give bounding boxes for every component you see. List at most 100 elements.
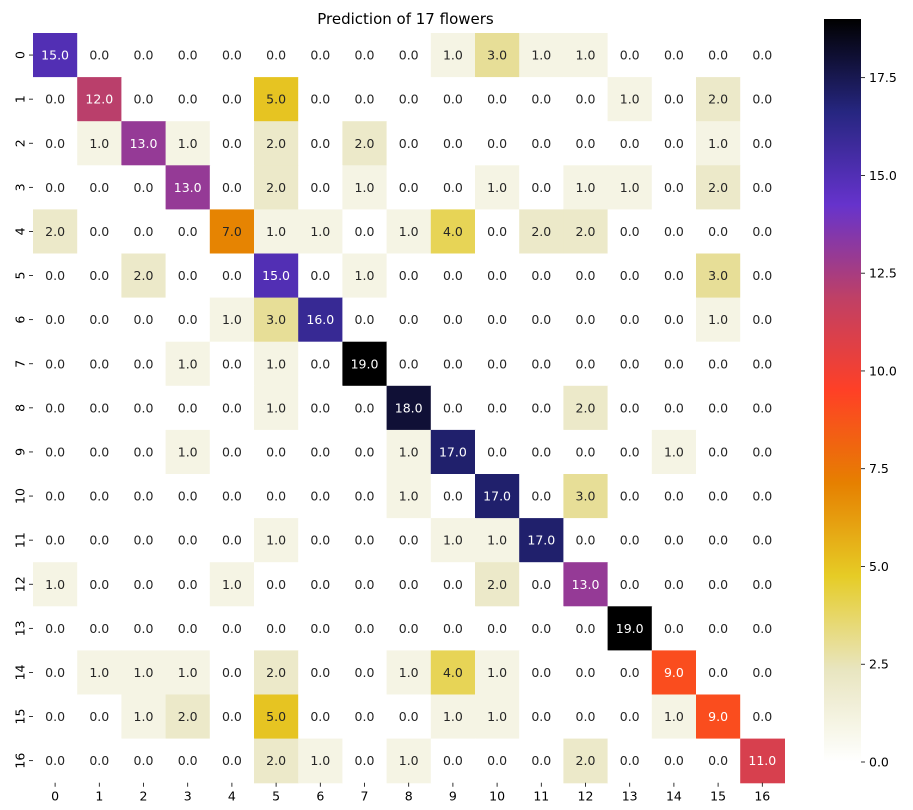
heatmap-cell <box>607 606 653 651</box>
y-tick-label: 7 <box>13 360 28 368</box>
cell-value-label: 0.0 <box>45 753 65 768</box>
heatmap-cell <box>607 165 653 210</box>
cell-value-label: 1.0 <box>178 356 198 371</box>
cell-value-label: 1.0 <box>576 48 596 63</box>
heatmap-cell <box>475 297 520 343</box>
cell-value-label: 0.0 <box>89 268 109 283</box>
cell-value-label: 0.0 <box>531 180 551 195</box>
cell-value-label: 0.0 <box>752 665 772 680</box>
heatmap-cell <box>165 562 211 607</box>
heatmap-cell <box>298 121 343 166</box>
cell-value-label: 9.0 <box>664 665 684 680</box>
cell-value-label: 1.0 <box>178 136 198 151</box>
cell-value-label: 1.0 <box>310 224 330 239</box>
x-tick-label: 7 <box>361 789 369 804</box>
cell-value-label: 0.0 <box>531 312 551 327</box>
colorbar-tick-label: 17.5 <box>869 70 897 85</box>
cell-value-label: 0.0 <box>266 444 286 459</box>
cell-value-label: 0.0 <box>178 48 198 63</box>
heatmap-cell <box>519 606 564 651</box>
cell-value-label: 0.0 <box>178 533 198 548</box>
cell-value-label: 0.0 <box>443 753 463 768</box>
cell-value-label: 0.0 <box>752 444 772 459</box>
heatmap-cell <box>607 429 653 475</box>
cell-value-label: 0.0 <box>531 709 551 724</box>
heatmap-cell <box>342 518 388 563</box>
cell-value-label: 0.0 <box>531 753 551 768</box>
cell-value-label: 19.0 <box>616 621 644 636</box>
cell-value-label: 0.0 <box>620 268 640 283</box>
cell-value-label: 0.0 <box>355 489 375 504</box>
heatmap-cell <box>475 385 520 431</box>
heatmap-cell <box>475 253 520 299</box>
heatmap-cell <box>298 77 343 122</box>
cell-value-label: 15.0 <box>41 48 69 63</box>
cell-value-label: 0.0 <box>531 489 551 504</box>
cell-value-label: 2.0 <box>266 753 286 768</box>
heatmap-cell <box>430 385 476 431</box>
heatmap-cell <box>696 253 741 299</box>
cell-value-label: 0.0 <box>531 400 551 415</box>
heatmap-cell <box>298 650 343 696</box>
x-tick-label: 0 <box>51 789 59 804</box>
cell-value-label: 0.0 <box>487 444 507 459</box>
heatmap-cell <box>563 562 609 607</box>
cell-value-label: 1.0 <box>664 709 684 724</box>
heatmap-cell <box>77 33 122 78</box>
cell-value-label: 0.0 <box>708 621 728 636</box>
cell-value-label: 0.0 <box>45 312 65 327</box>
cell-value-label: 0.0 <box>89 224 109 239</box>
cell-value-label: 0.0 <box>222 48 242 63</box>
cell-value-label: 3.0 <box>576 489 596 504</box>
y-tick-label: 10 <box>13 488 28 504</box>
heatmap-cell <box>519 209 564 255</box>
heatmap-cell <box>607 518 653 563</box>
cell-value-label: 0.0 <box>664 48 684 63</box>
colorbar-tick-label: 5.0 <box>869 559 889 574</box>
cell-value-label: 0.0 <box>355 400 375 415</box>
cell-value-label: 0.0 <box>443 92 463 107</box>
heatmap-cell <box>563 429 609 475</box>
x-tick-label: 13 <box>622 789 638 804</box>
cell-value-label: 0.0 <box>708 533 728 548</box>
cell-value-label: 0.0 <box>443 136 463 151</box>
cell-value-label: 0.0 <box>752 709 772 724</box>
heatmap-cell <box>165 33 211 78</box>
heatmap-cell <box>165 121 211 166</box>
colorbar-tick-label: 15.0 <box>869 168 897 183</box>
heatmap-cell <box>651 33 697 78</box>
cell-value-label: 3.0 <box>266 312 286 327</box>
cell-value-label: 1.0 <box>266 356 286 371</box>
y-tick-label: 0 <box>13 51 28 59</box>
x-tick-label: 2 <box>140 789 148 804</box>
cell-value-label: 0.0 <box>134 753 154 768</box>
heatmap-cell <box>386 429 432 475</box>
cell-value-label: 17.0 <box>527 533 555 548</box>
cell-value-label: 0.0 <box>576 136 596 151</box>
cell-value-label: 0.0 <box>576 312 596 327</box>
heatmap-cell <box>209 518 255 563</box>
heatmap-cell <box>651 77 697 122</box>
heatmap-cell <box>651 385 697 431</box>
cell-value-label: 0.0 <box>134 489 154 504</box>
cell-value-label: 0.0 <box>708 444 728 459</box>
cell-value-label: 0.0 <box>178 312 198 327</box>
cell-value-label: 0.0 <box>399 136 419 151</box>
cell-value-label: 0.0 <box>399 92 419 107</box>
heatmap-cell <box>696 738 741 784</box>
heatmap-cell <box>77 297 122 343</box>
heatmap-cell <box>519 650 564 696</box>
cell-value-label: 0.0 <box>487 312 507 327</box>
heatmap-cell <box>740 518 785 563</box>
cell-value-label: 0.0 <box>708 665 728 680</box>
cell-value-label: 0.0 <box>310 48 330 63</box>
cell-value-label: 1.0 <box>399 224 419 239</box>
heatmap-cell <box>33 341 78 387</box>
heatmap-cell <box>563 77 609 122</box>
heatmap-cell <box>475 165 520 210</box>
heatmap-cell <box>740 297 785 343</box>
heatmap-cell <box>696 650 741 696</box>
x-tick-label: 14 <box>666 789 682 804</box>
heatmap-cell <box>651 121 697 166</box>
